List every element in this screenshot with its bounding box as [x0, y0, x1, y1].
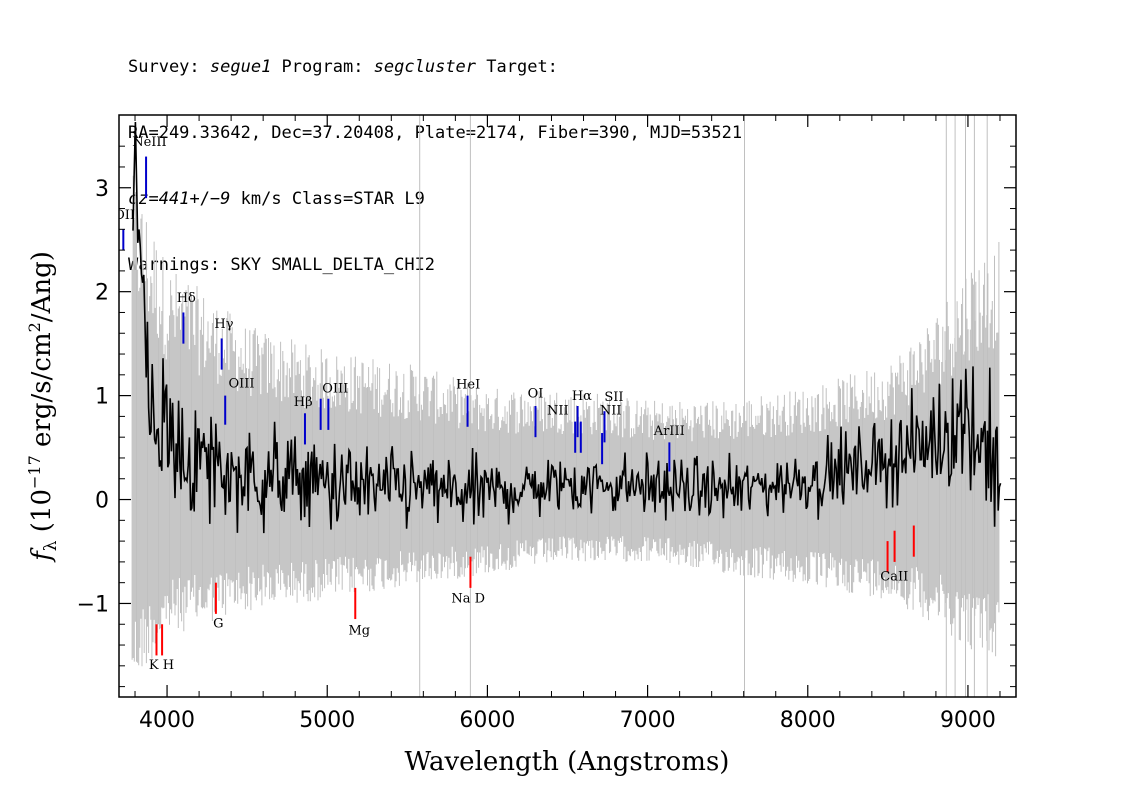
x-tick-label: 8000: [780, 708, 836, 733]
y-tick-label: 0: [95, 489, 109, 514]
y-tick-label: 1: [95, 385, 109, 410]
y-tick-label: 3: [95, 177, 109, 202]
line-label: K H: [149, 658, 174, 673]
line-label: HeI: [456, 377, 480, 392]
line-label: Hα: [572, 389, 592, 404]
line-label: Hβ: [294, 395, 313, 410]
line-label: Hγ: [214, 317, 233, 332]
line-label: OII: [114, 208, 135, 223]
plot-frame: [118, 114, 1017, 698]
line-label: NII: [600, 403, 622, 418]
line-label: OI: [528, 387, 544, 402]
line-label: Na D: [451, 591, 485, 606]
survey-name: segue1: [209, 57, 272, 77]
x-tick-label: 9000: [940, 708, 996, 733]
x-axis-title: Wavelength (Angstroms): [405, 747, 730, 777]
line-label: G: [213, 616, 223, 631]
program-name: segcluster: [373, 57, 477, 77]
header-line-warnings: Warnings: SKY SMALL_DELTA_CHI2: [128, 255, 436, 275]
cz-value: 441: [158, 189, 190, 209]
y-tick-label: −1: [77, 592, 109, 617]
spectrum-header: Survey: segue1 Program: segcluster Targe…: [128, 12, 742, 298]
header-line-survey: Survey: segue1 Program: segcluster Targe…: [128, 57, 558, 77]
line-label: NII: [547, 403, 569, 418]
x-tick-label: 5000: [299, 708, 355, 733]
line-label: SII: [604, 390, 623, 405]
line-label: OIII: [228, 376, 254, 391]
x-tick-label: 6000: [459, 708, 515, 733]
line-label: OIII: [322, 381, 348, 396]
y-tick-label: 2: [95, 281, 109, 306]
cz-error: 9: [220, 189, 231, 209]
line-label: Hδ: [177, 291, 196, 306]
header-line-coordinates: RA=249.33642, Dec=37.20408, Plate=2174, …: [128, 123, 743, 143]
axis-ticks: 4000 5000 6000 7000 8000 9000 −1 0 1 2 3: [77, 115, 1016, 733]
line-label: Mg: [348, 624, 370, 639]
x-tick-label: 7000: [620, 708, 676, 733]
x-tick-label: 4000: [139, 708, 195, 733]
line-label: CaII: [880, 570, 908, 585]
flux-line: [132, 121, 1002, 534]
line-label: ArIII: [653, 424, 685, 439]
line-label: NeIII: [132, 135, 166, 150]
y-axis-title: fλ (10−17 erg/s/cm2/Ang): [25, 251, 61, 563]
